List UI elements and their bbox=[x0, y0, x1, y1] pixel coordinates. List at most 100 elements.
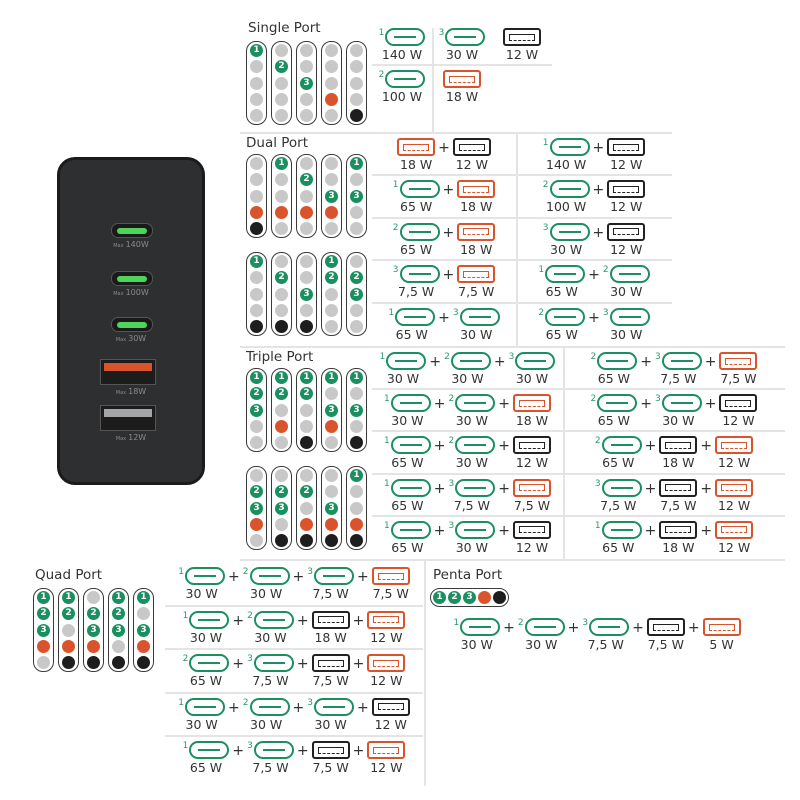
usb-c-port-item: 2 100 W bbox=[379, 70, 426, 104]
wattage-label: 30 W bbox=[250, 586, 283, 601]
combo-cell: 1 65 W +3 30 W +12 W bbox=[372, 517, 563, 559]
usb-c-port-item: 2 30 W bbox=[603, 265, 650, 299]
port-number: 2 bbox=[602, 265, 609, 276]
port-icon-row: 1 bbox=[393, 180, 440, 199]
wattage-label: 30 W bbox=[185, 586, 218, 601]
dot-off bbox=[350, 60, 363, 74]
dot-usb-a-black bbox=[300, 320, 313, 334]
combo-cell: 2 65 W +18 W +12 W bbox=[563, 432, 785, 475]
wattage-label: 12 W bbox=[515, 455, 549, 471]
dot-off bbox=[275, 76, 288, 90]
plus-sign: + bbox=[640, 354, 652, 370]
port-number: 1 bbox=[538, 265, 545, 276]
indicator-column: 3 bbox=[296, 252, 317, 337]
combo-row: 18 W +12 W 1 140 W +12 W bbox=[372, 134, 672, 177]
dot-usb-c-1: 1 bbox=[325, 371, 338, 384]
dot-off bbox=[275, 403, 288, 417]
indicator-column: 3 bbox=[321, 154, 342, 239]
dot-off bbox=[325, 469, 338, 482]
usb-a-port-item: 18 W bbox=[457, 180, 496, 214]
indicator-column: 2 bbox=[296, 154, 317, 239]
usb-c-port-item: 3 7,5 W bbox=[247, 741, 294, 775]
dot-off bbox=[325, 109, 338, 123]
indicator-column: 2 bbox=[296, 466, 317, 551]
indicator-column: 1 bbox=[346, 466, 367, 551]
dot-usb-c-3: 3 bbox=[37, 623, 50, 637]
usb-c-port-item: 2 65 W bbox=[393, 222, 440, 257]
penta-combos: 1 30 W +2 30 W +3 7,5 W +7,5 W +5 W bbox=[432, 614, 762, 658]
usb-a-orange-icon bbox=[457, 180, 496, 199]
usb-c-icon bbox=[524, 618, 565, 636]
usb-c-icon bbox=[399, 180, 440, 199]
usb-c-port-item: 1 30 W bbox=[453, 618, 501, 652]
wattage-label: 7,5 W bbox=[372, 586, 409, 601]
plus-sign: + bbox=[433, 480, 446, 497]
combo-cell: 2 65 W +3 7,5 W +7,5 W bbox=[563, 348, 785, 391]
usb-c-port-item: 2 65 W bbox=[591, 394, 638, 428]
usb-c-port-item: 3 7,5 W bbox=[393, 265, 440, 299]
indicator-column: 1 bbox=[271, 154, 292, 239]
dot-off bbox=[250, 303, 263, 317]
usb-c-icon bbox=[450, 352, 491, 370]
plus-sign: + bbox=[356, 699, 369, 716]
plus-sign: + bbox=[352, 612, 365, 629]
usb-a-black-icon bbox=[452, 138, 491, 156]
dot-usb-a-black bbox=[493, 591, 506, 604]
combo-row: 2 100 W 18 W bbox=[372, 66, 552, 108]
wattage-label: 12 W bbox=[370, 760, 403, 775]
charger-front: Max 140W Max 100W Max 30W Max 18W Max 12W bbox=[57, 157, 205, 485]
wattage-label: 30 W bbox=[386, 371, 420, 386]
wattage-label: 100 W bbox=[546, 199, 587, 215]
usb-c-icon bbox=[390, 436, 431, 455]
port-number: 2 bbox=[590, 352, 597, 362]
dot-usb-c-3: 3 bbox=[300, 287, 313, 301]
wattage-label: 30 W bbox=[391, 413, 424, 429]
dot-usb-c-2: 2 bbox=[300, 485, 313, 499]
wattage-label: 7,5 W bbox=[252, 673, 289, 688]
wattage-label: 7,5 W bbox=[587, 637, 624, 652]
combo-row: 1 30 W +2 30 W +18 W 2 65 W +3 30 W +12 W bbox=[372, 390, 785, 433]
dot-off bbox=[350, 303, 363, 317]
plus-sign: + bbox=[433, 396, 446, 413]
wattage-label: 140 W bbox=[546, 157, 587, 172]
dot-off bbox=[250, 60, 263, 74]
port-number: 2 bbox=[378, 70, 385, 80]
port-icon-row: 3 bbox=[595, 478, 642, 497]
wattage-label: 12 W bbox=[717, 497, 751, 513]
dot-off bbox=[300, 271, 313, 285]
usb-c-port-item: 2 30 W bbox=[449, 436, 496, 470]
dot-off bbox=[250, 173, 263, 187]
port-icon-row bbox=[702, 618, 741, 636]
plus-sign: + bbox=[503, 620, 515, 636]
wattage-label: 12 W bbox=[374, 716, 407, 732]
port-number: 1 bbox=[378, 28, 385, 38]
dot-usb-a-orange bbox=[87, 639, 100, 653]
dot-off bbox=[275, 469, 288, 482]
usb-a-port-item: 18 W bbox=[659, 436, 698, 470]
dot-usb-a-black bbox=[250, 222, 263, 236]
plus-sign: + bbox=[429, 354, 442, 370]
port-label-3: Max 30W bbox=[115, 334, 147, 343]
port-icon-row: 1 bbox=[384, 394, 431, 413]
plus-sign: + bbox=[232, 743, 245, 759]
usb-a-port-item: 7,5 W bbox=[311, 741, 350, 775]
dot-usb-c-3: 3 bbox=[250, 501, 263, 515]
wattage-label: 65 W bbox=[597, 413, 631, 429]
dot-usb-c-2: 2 bbox=[275, 271, 288, 285]
usb-c-port-item: 1 30 W bbox=[183, 610, 230, 645]
usb-a-port-item: 12 W bbox=[512, 520, 551, 555]
plus-sign: + bbox=[232, 656, 245, 672]
usb-c-port-item: 3 30 W bbox=[439, 28, 486, 62]
port-number: 2 bbox=[542, 180, 549, 191]
plus-sign: + bbox=[352, 656, 365, 672]
port-number: 1 bbox=[384, 436, 390, 447]
port-number: 2 bbox=[242, 567, 249, 577]
wattage-label: 30 W bbox=[189, 629, 223, 645]
port-number: 2 bbox=[538, 307, 545, 318]
dot-usb-c-2: 2 bbox=[275, 485, 288, 499]
dot-usb-c-3: 3 bbox=[275, 501, 288, 515]
port-icon-row bbox=[311, 610, 350, 629]
dot-usb-c-3: 3 bbox=[250, 403, 263, 417]
